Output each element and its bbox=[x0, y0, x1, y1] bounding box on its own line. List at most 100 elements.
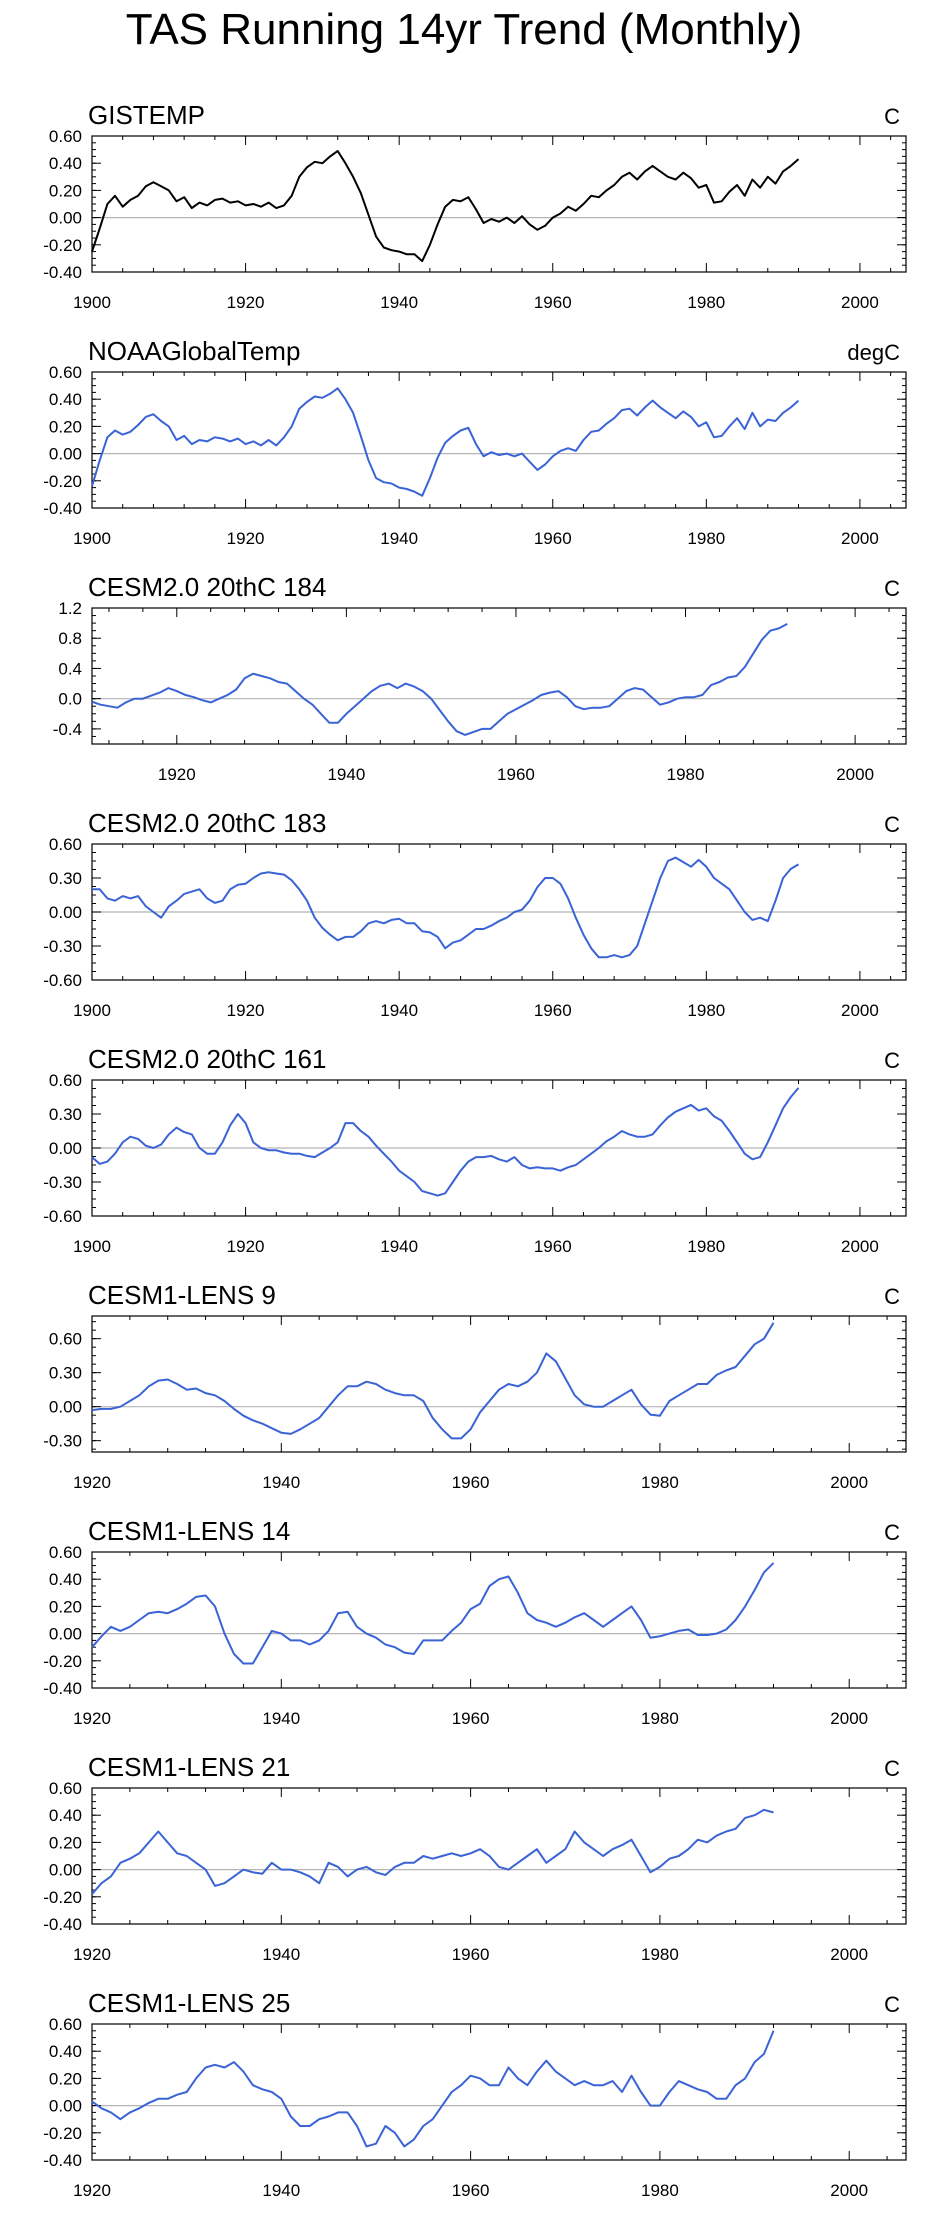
panel-9-units-label: C bbox=[884, 1992, 900, 2017]
panel-8-ytick-label: -0.20 bbox=[43, 1888, 82, 1907]
panel-8-ytick-label: 0.40 bbox=[49, 1806, 82, 1825]
panel-9-series-line bbox=[91, 2030, 775, 2148]
panel-7-frame bbox=[91, 1551, 907, 1689]
panel-8-ytick-label: 0.00 bbox=[49, 1861, 82, 1880]
panel-3-ytick-label: 1.2 bbox=[58, 599, 82, 618]
panel-3-frame bbox=[91, 607, 907, 745]
panel-4-xtick-label: 1940 bbox=[380, 1001, 418, 1020]
panel-7-ytick-label: -0.40 bbox=[43, 1679, 82, 1698]
panel-2-xtick-label: 2000 bbox=[841, 529, 879, 548]
panel-9-ytick-label: 0.60 bbox=[49, 2015, 82, 2034]
panel-6-xtick-label: 1920 bbox=[73, 1473, 111, 1492]
panel-4-series-line bbox=[92, 856, 800, 959]
panel-9-xtick-label: 1920 bbox=[73, 2181, 111, 2200]
panel-3-title: CESM2.0 20thC 184 bbox=[88, 572, 326, 602]
panel-3-xtick-label: 1980 bbox=[667, 765, 705, 784]
panel-1-ytick-label: 0.60 bbox=[49, 127, 82, 146]
panel-1-xtick-label: 1900 bbox=[73, 293, 111, 312]
panel-1-title: GISTEMP bbox=[88, 100, 205, 130]
panel-7-units-label: C bbox=[884, 1520, 900, 1545]
panel-7-xtick-label: 2000 bbox=[830, 1709, 868, 1728]
panel-3-xtick-label: 1940 bbox=[327, 765, 365, 784]
panel-8-xtick-label: 2000 bbox=[830, 1945, 868, 1964]
panel-2-ytick-label: -0.20 bbox=[43, 472, 82, 491]
panel-6-title: CESM1-LENS 9 bbox=[88, 1280, 276, 1310]
panel-9-frame bbox=[91, 2023, 907, 2161]
panel-4-ytick-label: 0.00 bbox=[49, 903, 82, 922]
panel-3-ytick-label: 0.0 bbox=[58, 690, 82, 709]
panel-6-ytick-label: -0.30 bbox=[43, 1432, 82, 1451]
panel-3-xtick-label: 1920 bbox=[158, 765, 196, 784]
panel-1-xtick-label: 1920 bbox=[227, 293, 265, 312]
panel-9-ytick-label: 0.20 bbox=[49, 2069, 82, 2088]
panel-3-xtick-label: 1960 bbox=[497, 765, 535, 784]
panel-4-ytick-label: -0.60 bbox=[43, 971, 82, 990]
panel-5-units-label: C bbox=[884, 1048, 900, 1073]
panel-2-xtick-label: 1980 bbox=[687, 529, 725, 548]
panel-7-ytick-label: 0.60 bbox=[49, 1543, 82, 1562]
panel-7-ytick-label: 0.20 bbox=[49, 1597, 82, 1616]
panel-4-title: CESM2.0 20thC 183 bbox=[88, 808, 326, 838]
panel-7-xtick-label: 1960 bbox=[452, 1709, 490, 1728]
panel-6-xtick-label: 2000 bbox=[830, 1473, 868, 1492]
panel-5-xtick-label: 1900 bbox=[73, 1237, 111, 1256]
panel-5-xtick-label: 1980 bbox=[687, 1237, 725, 1256]
panel-7-xtick-label: 1980 bbox=[641, 1709, 679, 1728]
panel-5-ytick-label: -0.60 bbox=[43, 1207, 82, 1226]
panel-6-xtick-label: 1940 bbox=[262, 1473, 300, 1492]
panel-4-units-label: C bbox=[884, 812, 900, 837]
panel-8-series-line bbox=[91, 1808, 774, 1895]
panel-2-series-line bbox=[91, 387, 800, 497]
panel-1-xtick-label: 2000 bbox=[841, 293, 879, 312]
panel-5-xtick-label: 1960 bbox=[534, 1237, 572, 1256]
panel-9-ytick-label: -0.20 bbox=[43, 2124, 82, 2143]
panel-7-ytick-label: 0.40 bbox=[49, 1570, 82, 1589]
panel-1-ytick-label: 0.40 bbox=[49, 154, 82, 173]
panel-8-ytick-label: 0.20 bbox=[49, 1833, 82, 1852]
panel-2-frame bbox=[91, 371, 907, 509]
panel-3-units-label: C bbox=[884, 576, 900, 601]
panel-9-ytick-label: -0.40 bbox=[43, 2151, 82, 2170]
panel-5-title: CESM2.0 20thC 161 bbox=[88, 1044, 326, 1074]
panel-5-ytick-label: 0.00 bbox=[49, 1139, 82, 1158]
panel-6-xtick-label: 1960 bbox=[452, 1473, 490, 1492]
panel-7-series-line bbox=[91, 1562, 775, 1665]
panel-4-xtick-label: 2000 bbox=[841, 1001, 879, 1020]
panel-8-frame bbox=[91, 1787, 907, 1925]
panel-9-xtick-label: 1960 bbox=[452, 2181, 490, 2200]
panel-8-ytick-label: -0.40 bbox=[43, 1915, 82, 1934]
panel-1-frame bbox=[91, 135, 907, 273]
panel-2-xtick-label: 1940 bbox=[380, 529, 418, 548]
panel-5-xtick-label: 1920 bbox=[227, 1237, 265, 1256]
panel-1-xtick-label: 1980 bbox=[687, 293, 725, 312]
panel-5-ytick-label: -0.30 bbox=[43, 1173, 82, 1192]
panel-5-ytick-label: 0.60 bbox=[49, 1071, 82, 1090]
panel-3-ytick-label: 0.8 bbox=[58, 629, 82, 648]
panel-8-title: CESM1-LENS 21 bbox=[88, 1752, 290, 1782]
panel-6-units-label: C bbox=[884, 1284, 900, 1309]
panel-2-title: NOAAGlobalTemp bbox=[88, 336, 300, 366]
panel-7-ytick-label: 0.00 bbox=[49, 1625, 82, 1644]
panel-2-xtick-label: 1920 bbox=[227, 529, 265, 548]
panel-7-ytick-label: -0.20 bbox=[43, 1652, 82, 1671]
panel-1-xtick-label: 1940 bbox=[380, 293, 418, 312]
panel-9-title: CESM1-LENS 25 bbox=[88, 1988, 290, 2018]
panel-7-xtick-label: 1940 bbox=[262, 1709, 300, 1728]
panel-4-xtick-label: 1960 bbox=[534, 1001, 572, 1020]
panel-7-xtick-label: 1920 bbox=[73, 1709, 111, 1728]
panel-6-ytick-label: 0.30 bbox=[49, 1364, 82, 1383]
panel-9-xtick-label: 2000 bbox=[830, 2181, 868, 2200]
panel-9-ytick-label: 0.40 bbox=[49, 2042, 82, 2061]
panel-9-xtick-label: 1940 bbox=[262, 2181, 300, 2200]
panel-2-xtick-label: 1960 bbox=[534, 529, 572, 548]
panel-4-xtick-label: 1980 bbox=[687, 1001, 725, 1020]
panel-4-ytick-label: 0.60 bbox=[49, 835, 82, 854]
panel-5-xtick-label: 2000 bbox=[841, 1237, 879, 1256]
panel-2-ytick-label: -0.40 bbox=[43, 499, 82, 518]
panel-8-xtick-label: 1980 bbox=[641, 1945, 679, 1964]
panel-2-ytick-label: 0.00 bbox=[49, 445, 82, 464]
panel-2-ytick-label: 0.40 bbox=[49, 390, 82, 409]
panel-1-ytick-label: -0.20 bbox=[43, 236, 82, 255]
panel-8-xtick-label: 1960 bbox=[452, 1945, 490, 1964]
